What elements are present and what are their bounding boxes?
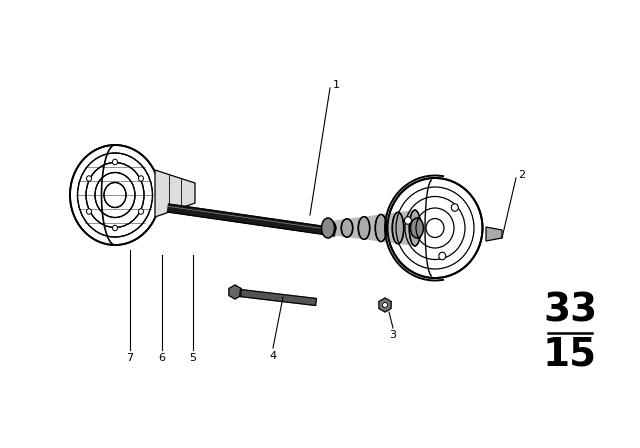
Ellipse shape bbox=[138, 209, 143, 214]
Ellipse shape bbox=[321, 218, 335, 238]
Text: 2: 2 bbox=[518, 170, 525, 180]
Ellipse shape bbox=[138, 176, 143, 181]
Ellipse shape bbox=[113, 159, 118, 165]
Text: 6: 6 bbox=[159, 353, 166, 363]
Text: 7: 7 bbox=[127, 353, 134, 363]
Ellipse shape bbox=[86, 176, 92, 181]
Ellipse shape bbox=[410, 218, 424, 238]
Ellipse shape bbox=[392, 212, 404, 244]
Polygon shape bbox=[155, 170, 195, 217]
Polygon shape bbox=[229, 285, 241, 299]
Text: 3: 3 bbox=[390, 330, 397, 340]
Ellipse shape bbox=[358, 216, 370, 239]
Ellipse shape bbox=[375, 215, 387, 241]
Polygon shape bbox=[330, 210, 415, 246]
Ellipse shape bbox=[409, 210, 421, 246]
Polygon shape bbox=[168, 204, 335, 236]
Ellipse shape bbox=[86, 209, 92, 214]
Ellipse shape bbox=[383, 302, 387, 307]
Polygon shape bbox=[486, 227, 502, 241]
Ellipse shape bbox=[113, 225, 118, 231]
Ellipse shape bbox=[439, 252, 445, 260]
Text: 5: 5 bbox=[189, 353, 196, 363]
Text: 4: 4 bbox=[269, 351, 276, 361]
Polygon shape bbox=[239, 289, 316, 306]
Ellipse shape bbox=[404, 217, 412, 224]
Ellipse shape bbox=[341, 219, 353, 237]
Ellipse shape bbox=[387, 178, 483, 278]
Polygon shape bbox=[379, 298, 391, 312]
Text: 15: 15 bbox=[543, 336, 597, 374]
Text: 33: 33 bbox=[543, 291, 597, 329]
Ellipse shape bbox=[451, 204, 458, 211]
Ellipse shape bbox=[324, 221, 336, 235]
Ellipse shape bbox=[70, 145, 160, 245]
Text: 1: 1 bbox=[333, 80, 340, 90]
